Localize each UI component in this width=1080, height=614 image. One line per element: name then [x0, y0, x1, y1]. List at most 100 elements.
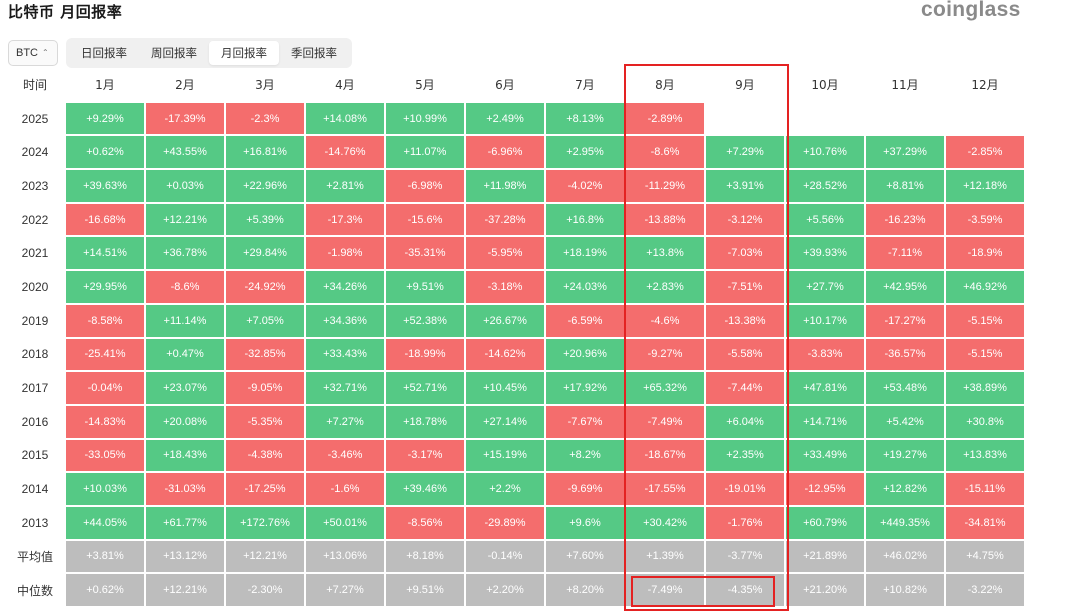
return-cell: +33.43% [306, 338, 384, 371]
asset-select-value: BTC [16, 47, 38, 59]
return-cell: -4.6% [626, 304, 704, 337]
return-cell: +2.83% [626, 271, 704, 303]
return-cell: +10.76% [786, 136, 864, 169]
return-cell: +47.81% [786, 372, 864, 404]
return-cell: -8.56% [386, 506, 464, 539]
return-cell: +23.07% [146, 372, 224, 404]
return-cell: -5.35% [226, 405, 304, 438]
tab-weekly-return[interactable]: 周回报率 [151, 46, 197, 60]
return-cell: -17.3% [306, 203, 384, 236]
return-cell: -7.44% [706, 372, 784, 404]
chevron-up-down-icon: ⌃ [42, 48, 49, 57]
stat-cell: +21.89% [786, 540, 864, 573]
return-cell: +9.6% [546, 506, 624, 539]
table-header-month: 10月 [811, 78, 839, 93]
return-cell: -8.6% [146, 271, 224, 303]
asset-select[interactable]: BTC ⌃ [8, 40, 58, 66]
return-cell: +8.81% [866, 170, 944, 202]
return-cell: +37.29% [866, 136, 944, 169]
stat-cell: +9.51% [386, 574, 464, 606]
return-cell: -6.98% [386, 170, 464, 202]
return-cell: -15.11% [946, 473, 1024, 505]
return-cell: +449.35% [866, 506, 944, 539]
return-cell: +30.42% [626, 506, 704, 539]
table-header-month: 7月 [575, 78, 595, 93]
return-cell: -14.62% [466, 338, 544, 371]
stat-cell: +12.21% [226, 540, 304, 573]
return-cell: +39.93% [786, 237, 864, 270]
return-cell: +34.36% [306, 304, 384, 337]
return-cell: +11.14% [146, 304, 224, 337]
return-cell: -8.58% [66, 304, 144, 337]
return-cell: +32.71% [306, 372, 384, 404]
stat-cell: +2.20% [466, 574, 544, 606]
return-cell: -3.83% [786, 338, 864, 371]
tab-quarterly-return[interactable]: 季回报率 [291, 46, 337, 60]
return-cell: -16.23% [866, 203, 944, 236]
tab-daily-return[interactable]: 日回报率 [81, 46, 127, 60]
return-cell: +38.89% [946, 372, 1024, 404]
return-cell: -2.3% [226, 102, 304, 135]
year-row-label: 2022 [21, 212, 49, 227]
return-cell: +16.81% [226, 136, 304, 169]
return-cell: -0.04% [66, 372, 144, 404]
return-cell: +43.55% [146, 136, 224, 169]
return-cell: +27.7% [786, 271, 864, 303]
return-cell: -25.41% [66, 338, 144, 371]
return-cell: -33.05% [66, 439, 144, 472]
tab-monthly-return[interactable]: 月回报率 [209, 41, 279, 65]
return-cell: +42.95% [866, 271, 944, 303]
return-cell: -14.83% [66, 405, 144, 438]
return-cell: +27.14% [466, 405, 544, 438]
stat-cell: +21.20% [786, 574, 864, 606]
brand-logo: coinglass [921, 0, 1021, 21]
stat-cell: +7.60% [546, 540, 624, 573]
return-cell: +18.78% [386, 405, 464, 438]
return-cell [946, 103, 1024, 135]
monthly-return-table: 时间 1月 2月 3月 4月 5月 6月 7月 8月 9月 10月 11月 12月 2025 +9.29% -… [5, 68, 1029, 607]
year-row-label: 2020 [21, 279, 49, 294]
return-cell: -9.05% [226, 372, 304, 404]
stat-cell: -2.30% [226, 574, 304, 606]
return-cell: -17.25% [226, 473, 304, 505]
return-cell: +0.62% [66, 136, 144, 169]
year-row-label: 2019 [21, 313, 49, 328]
year-row-label: 2013 [21, 515, 49, 530]
return-cell: +29.84% [226, 237, 304, 270]
year-row-label: 2024 [21, 145, 49, 160]
table-header-month: 5月 [415, 78, 435, 93]
return-cell: -37.28% [466, 203, 544, 236]
table-header-month: 4月 [335, 78, 355, 93]
return-cell: -24.92% [226, 271, 304, 303]
return-cell: +11.07% [386, 136, 464, 169]
return-cell: +20.08% [146, 405, 224, 438]
return-cell: +12.18% [946, 170, 1024, 202]
return-cell: +10.99% [386, 102, 464, 135]
return-cell: -17.27% [866, 304, 944, 337]
stat-cell: +12.21% [146, 574, 224, 606]
return-cell: -29.89% [466, 506, 544, 539]
return-cell: +0.47% [146, 338, 224, 371]
return-cell: +6.04% [706, 405, 784, 438]
return-cell: -8.6% [626, 136, 704, 169]
return-cell: +22.96% [226, 170, 304, 202]
return-cell: -12.95% [786, 473, 864, 505]
return-cell: +39.46% [386, 473, 464, 505]
return-cell: +14.08% [306, 102, 384, 135]
table-header-corner: 时间 [22, 78, 47, 93]
return-cell: +10.03% [66, 473, 144, 505]
stat-cell: +13.12% [146, 540, 224, 573]
return-cell: +12.82% [866, 473, 944, 505]
return-cell: -5.15% [946, 338, 1024, 371]
return-cell: -7.11% [866, 237, 944, 270]
stat-cell: +1.39% [626, 540, 704, 573]
return-cell: +36.78% [146, 237, 224, 270]
stat-cell: -7.49% [626, 574, 704, 606]
year-row-label: 2021 [21, 246, 49, 261]
return-cell: -5.15% [946, 304, 1024, 337]
return-cell: -13.38% [706, 304, 784, 337]
return-cell: +3.91% [706, 170, 784, 202]
return-cell: +2.49% [466, 102, 544, 135]
return-cell: +7.27% [306, 405, 384, 438]
return-cell: -17.55% [626, 473, 704, 505]
